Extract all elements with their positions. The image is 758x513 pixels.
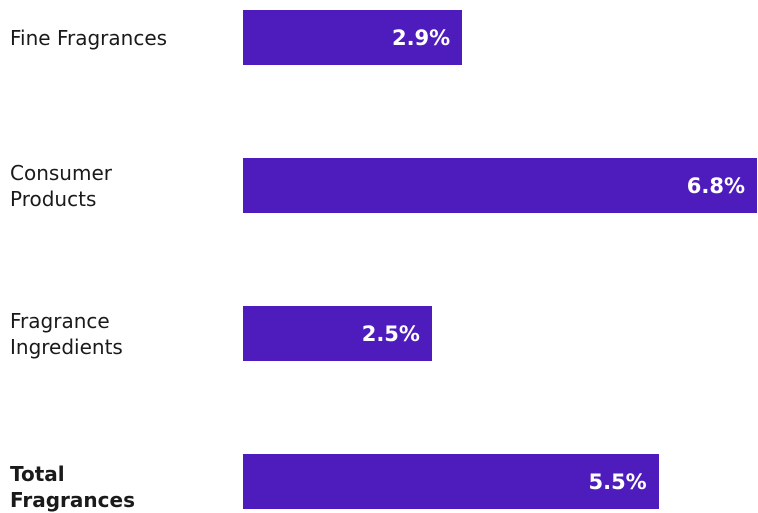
value-label: 2.9% [391, 25, 451, 50]
category-label: Consumer Products [10, 160, 112, 211]
value-label: 6.8% [686, 173, 745, 198]
bar: 5.5% [243, 454, 659, 509]
bar-row: Total Fragrances 5.5% [0, 454, 758, 512]
bar-row: Fragrance Ingredients 2.5% [0, 306, 758, 361]
value-label: 2.5% [361, 321, 420, 346]
value-label: 5.5% [588, 469, 647, 494]
bar: 6.8% [243, 158, 757, 213]
bar-row: Consumer Products 6.8% [0, 158, 758, 213]
category-label: Fragrance Ingredients [10, 308, 123, 359]
bar: 2.5% [243, 306, 432, 361]
bar-row: Fine Fragrances 2.9% [0, 10, 758, 65]
bar: 2.9% [243, 10, 463, 65]
category-label: Total Fragrances [10, 462, 135, 512]
category-label: Fine Fragrances [10, 25, 168, 50]
